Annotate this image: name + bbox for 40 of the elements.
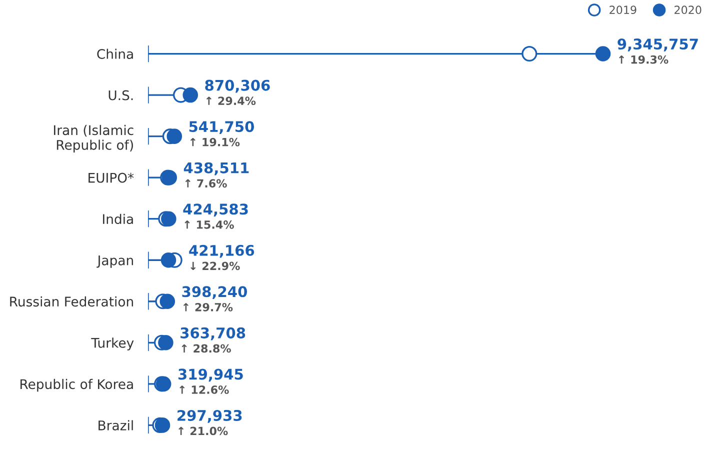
annotation: ↑ 21.0%	[178, 426, 228, 436]
y-tick-label: India	[103, 214, 133, 224]
data-label: 421,166	[189, 244, 254, 258]
data-label: 424,583	[183, 204, 248, 216]
y-tick-label: EUIPO*	[88, 172, 134, 183]
y-tick-label: Japan	[96, 256, 133, 268]
y-tick-label: Brazil	[98, 420, 133, 430]
data-label: 9,345,757	[618, 38, 698, 52]
point	[595, 46, 611, 62]
point	[522, 46, 538, 62]
legend-label: 2019	[610, 6, 636, 14]
data-label: 363,708	[180, 327, 246, 340]
legend-label: 2020	[674, 6, 702, 14]
point	[161, 211, 176, 226]
data-label: 438,511	[184, 162, 249, 176]
y-tick-label: U.S.	[108, 90, 133, 100]
annotation: ↑ 29.4%	[206, 96, 256, 106]
data-label: 870,306	[205, 80, 270, 93]
data-label: 398,240	[182, 286, 247, 300]
data-label: 541,750	[189, 121, 254, 134]
point	[158, 335, 174, 350]
annotation: ↑ 12.6%	[180, 386, 229, 394]
data-label: 319,945	[178, 368, 243, 382]
point	[182, 87, 198, 103]
annotation: ↑ 7.6%	[185, 179, 227, 188]
y-tick-label: Republic of Korea	[20, 378, 133, 392]
point	[160, 294, 176, 310]
y-tick-label: Turkey	[91, 338, 134, 350]
annotation: ↑ 28.8%	[182, 344, 231, 353]
data-label: 297,933	[178, 410, 242, 423]
annotation: ↑ 15.4%	[184, 220, 234, 229]
annotation: ↓ 22.9%	[190, 262, 240, 270]
annotation: ↑ 19.1%	[190, 138, 240, 146]
y-tick-label: Russian Federation	[10, 296, 133, 307]
point	[160, 252, 176, 268]
annotation: ↑ 19.3%	[619, 55, 668, 64]
point	[166, 128, 182, 144]
annotation: ↑ 29.7%	[183, 302, 233, 312]
y-tick-label: Iran (Islamic Republic of)	[54, 124, 134, 152]
y-tick-label: China	[97, 48, 133, 59]
